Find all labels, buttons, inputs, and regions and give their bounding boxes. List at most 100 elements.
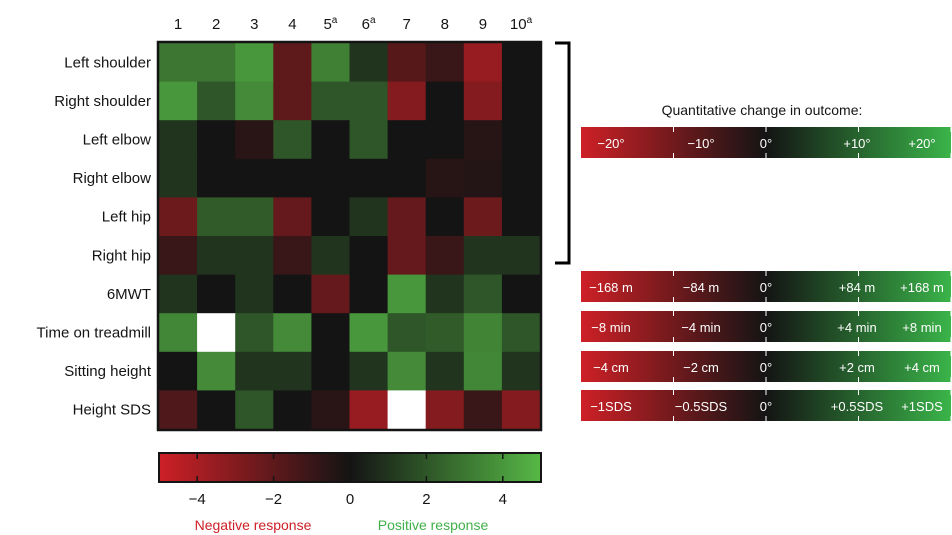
- scale-bar-label: +1SDS: [901, 399, 943, 414]
- column-superscript: a: [527, 15, 533, 26]
- scale-bar: −8 min −4 min 0° +4 min +8 min: [581, 311, 952, 342]
- heatmap-cell: [235, 390, 274, 430]
- scale-bar-gradient: [581, 127, 951, 158]
- heatmap-cell: [387, 43, 427, 83]
- heatmap-cell: [387, 351, 427, 391]
- scale-bar-label: −8 min: [591, 320, 630, 335]
- heatmap-cell: [197, 197, 236, 237]
- positive-response-caption: Positive response: [378, 517, 489, 533]
- heatmap-cell: [311, 197, 351, 237]
- heatmap-cell: [197, 81, 236, 121]
- row-label: Left elbow: [83, 132, 152, 149]
- colorbar-tick-label: 0: [346, 491, 354, 508]
- heatmap-cell: [197, 43, 236, 83]
- joint-rows-bracket: [555, 41, 571, 265]
- heatmap-cell: [387, 390, 427, 430]
- heatmap-cell: [197, 274, 236, 314]
- scale-bar-label: +0.5SDS: [831, 399, 884, 414]
- column-number: 2: [212, 16, 220, 33]
- main-colorbar-ticks: −4 −2 0 2 4: [189, 453, 507, 508]
- heatmap-cell: [425, 313, 465, 353]
- heatmap-cell: [235, 120, 274, 160]
- heatmap-cell: [311, 43, 351, 83]
- column-number: 8: [441, 16, 449, 33]
- heatmap-cell: [349, 351, 389, 391]
- heatmap-cell: [273, 81, 312, 121]
- row-label: Right elbow: [73, 170, 152, 187]
- heatmap-cell: [197, 120, 236, 160]
- heatmap-cell: [235, 313, 274, 353]
- row-label: Left shoulder: [64, 54, 151, 71]
- heatmap-cell: [463, 313, 503, 353]
- heatmap-cell: [159, 351, 198, 391]
- heatmap-cell: [273, 236, 312, 276]
- heatmap-cell: [197, 313, 236, 353]
- column-label: 6a: [362, 15, 376, 33]
- row-label: Time on treadmill: [37, 325, 151, 342]
- scale-bar-label: +168 m: [900, 280, 944, 295]
- scale-bar-label: +8 min: [902, 320, 941, 335]
- heatmap-cell: [425, 197, 465, 237]
- heatmap-cell: [463, 43, 503, 83]
- heatmap-cell: [349, 158, 389, 198]
- heatmap-cell: [425, 274, 465, 314]
- scale-bar-label: 0°: [760, 399, 772, 414]
- scale-bar-label: +84 m: [839, 280, 876, 295]
- colorbar-tick-label: −2: [265, 491, 282, 508]
- scale-bar-label: +4 cm: [904, 360, 940, 375]
- heatmap-cell: [501, 236, 541, 276]
- row-label: Sitting height: [64, 363, 152, 380]
- heatmap-cell: [159, 197, 198, 237]
- heatmap-cell: [501, 274, 541, 314]
- negative-response-caption: Negative response: [195, 517, 312, 533]
- heatmap-cell: [311, 81, 351, 121]
- heatmap-cell: [235, 197, 274, 237]
- heatmap-cell: [273, 313, 312, 353]
- scale-bar-label: +2 cm: [839, 360, 875, 375]
- heatmap-cell: [311, 120, 351, 160]
- column-label: 7: [403, 16, 411, 33]
- scale-bar: −168 m −84 m 0° +84 m +168 m: [581, 271, 952, 302]
- scale-bars: −20° −10° 0° +10° +20° −168 m −84 m 0° +84 m +168…: [581, 127, 952, 421]
- heatmap-cell: [235, 158, 274, 198]
- column-number: 9: [479, 16, 487, 33]
- row-label: 6MWT: [107, 286, 151, 303]
- heatmap-cell: [425, 120, 465, 160]
- heatmap-cell: [311, 158, 351, 198]
- scale-bar-label: −4 min: [681, 320, 720, 335]
- heatmap-cell: [425, 390, 465, 430]
- column-number: 1: [174, 16, 182, 33]
- heatmap-cell: [387, 197, 427, 237]
- column-superscript: a: [332, 15, 338, 26]
- scale-bar-label: +20°: [908, 136, 935, 151]
- heatmap-cell: [349, 197, 389, 237]
- heatmap-cell: [235, 274, 274, 314]
- column-number: 3: [250, 16, 258, 33]
- scale-bar-label: +10°: [843, 136, 870, 151]
- column-label: 3: [250, 16, 258, 33]
- colorbar-tick-label: 4: [499, 491, 507, 508]
- row-label: Height SDS: [73, 402, 151, 419]
- heatmap-cell: [425, 236, 465, 276]
- heatmap-cell: [501, 43, 541, 83]
- heatmap-cell: [501, 120, 541, 160]
- heatmap-cell: [387, 81, 427, 121]
- column-number: 5: [323, 16, 331, 33]
- main-colorbar: −4 −2 0 2 4 Negative response Positive respo…: [158, 452, 542, 533]
- column-label: 9: [479, 16, 487, 33]
- column-label: 2: [212, 16, 220, 33]
- heatmap-cell: [159, 390, 198, 430]
- colorbar-tick-label: −4: [189, 491, 206, 508]
- scale-bar: −1SDS −0.5SDS 0° +0.5SDS +1SDS: [581, 390, 952, 421]
- row-label: Left hip: [102, 209, 151, 226]
- heatmap-cell: [463, 120, 503, 160]
- heatmap-cell: [311, 390, 351, 430]
- scale-bar-gradient: [581, 351, 951, 382]
- scale-bar-label: −20°: [597, 136, 624, 151]
- heatmap-cell: [387, 120, 427, 160]
- heatmap-cell: [273, 274, 312, 314]
- heatmap-cell: [501, 158, 541, 198]
- heatmap-cell: [159, 274, 198, 314]
- colorbar-tick-label: 2: [422, 491, 430, 508]
- scale-bar-gradient: [581, 390, 951, 421]
